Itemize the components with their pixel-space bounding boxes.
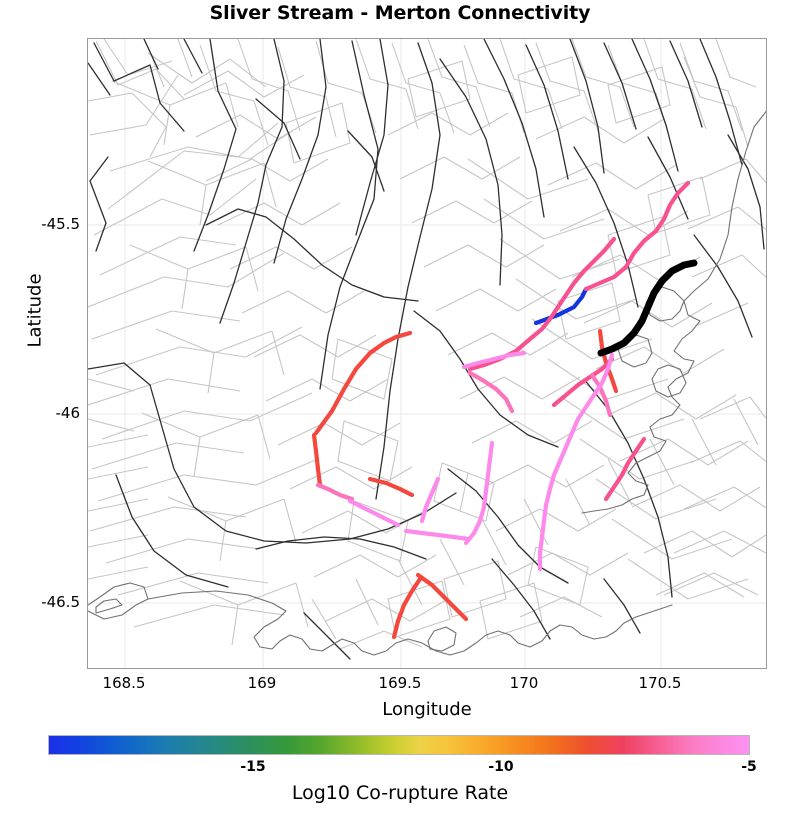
- colorbar-tick-label: -10: [488, 759, 514, 775]
- gridlines: [88, 39, 766, 668]
- xtick-label: 169.5: [378, 674, 422, 692]
- xtick-label: 170: [509, 674, 539, 692]
- xtick-label: 168.5: [102, 674, 146, 692]
- secondary-fault-traces: [88, 39, 765, 660]
- colorbar: [48, 735, 750, 755]
- colorbar-tick-label: -5: [741, 759, 757, 775]
- x-axis-label: Longitude: [382, 699, 472, 720]
- colorbar-label: Log10 Co-rupture Rate: [291, 782, 509, 804]
- colorbar-tick-label: -15: [240, 759, 266, 775]
- ytick-label: -46.5: [41, 593, 80, 611]
- colorbar-gradient: [48, 735, 750, 755]
- coastline: [88, 110, 766, 656]
- map-svg: [88, 39, 766, 668]
- page-title: Sliver Stream - Merton Connectivity: [209, 2, 591, 24]
- ytick-label: -46: [55, 404, 81, 422]
- ytick-label: -45.5: [41, 215, 80, 233]
- connected-fault-rose: [467, 180, 691, 502]
- connected-fault-magenta: [347, 350, 615, 572]
- background-fault-traces: [88, 39, 766, 650]
- connected-fault-pink: [315, 370, 613, 502]
- xtick-label: 170.5: [638, 674, 682, 692]
- connected-fault-red: [311, 328, 619, 640]
- source-fault: [597, 259, 698, 357]
- xtick-label: 169: [247, 674, 277, 692]
- map-plot-area[interactable]: [87, 38, 767, 669]
- y-axis-label: Latitude: [24, 273, 46, 348]
